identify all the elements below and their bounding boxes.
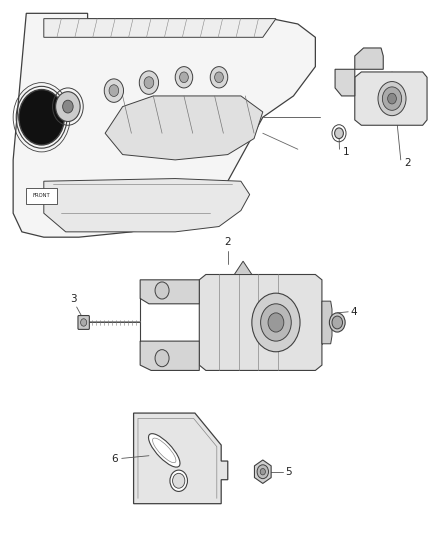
Circle shape bbox=[252, 293, 300, 352]
Circle shape bbox=[378, 82, 406, 116]
Circle shape bbox=[268, 313, 284, 332]
Circle shape bbox=[215, 72, 223, 83]
Circle shape bbox=[173, 473, 185, 488]
Circle shape bbox=[175, 67, 193, 88]
Polygon shape bbox=[13, 13, 315, 237]
Text: FRONT: FRONT bbox=[33, 193, 50, 198]
Circle shape bbox=[180, 72, 188, 83]
Text: 4: 4 bbox=[350, 307, 357, 317]
Text: 2: 2 bbox=[224, 237, 231, 247]
Circle shape bbox=[329, 313, 345, 332]
Text: 5: 5 bbox=[286, 467, 292, 477]
FancyBboxPatch shape bbox=[26, 188, 57, 204]
Polygon shape bbox=[254, 460, 271, 483]
Text: 6: 6 bbox=[111, 455, 117, 464]
Polygon shape bbox=[322, 301, 332, 344]
Circle shape bbox=[261, 304, 291, 341]
Circle shape bbox=[109, 85, 119, 96]
Circle shape bbox=[139, 71, 159, 94]
Circle shape bbox=[382, 87, 402, 110]
Polygon shape bbox=[234, 261, 252, 274]
Circle shape bbox=[104, 79, 124, 102]
Ellipse shape bbox=[148, 434, 180, 467]
Circle shape bbox=[155, 350, 169, 367]
Circle shape bbox=[332, 316, 343, 329]
Polygon shape bbox=[140, 341, 199, 370]
Circle shape bbox=[155, 282, 169, 299]
Polygon shape bbox=[134, 413, 228, 504]
Circle shape bbox=[335, 128, 343, 139]
Polygon shape bbox=[355, 72, 427, 125]
Circle shape bbox=[144, 77, 154, 88]
Polygon shape bbox=[199, 274, 322, 370]
Text: 1: 1 bbox=[343, 148, 350, 157]
Text: 2: 2 bbox=[404, 158, 410, 167]
Text: 3: 3 bbox=[70, 294, 77, 304]
Polygon shape bbox=[335, 69, 355, 96]
Circle shape bbox=[63, 100, 73, 113]
Polygon shape bbox=[44, 19, 276, 37]
Circle shape bbox=[19, 90, 64, 145]
Circle shape bbox=[388, 93, 396, 104]
Circle shape bbox=[260, 469, 265, 475]
Circle shape bbox=[257, 465, 268, 479]
Circle shape bbox=[170, 470, 187, 491]
FancyBboxPatch shape bbox=[78, 316, 89, 329]
Circle shape bbox=[81, 319, 87, 326]
Polygon shape bbox=[140, 280, 199, 304]
Polygon shape bbox=[355, 48, 383, 69]
Polygon shape bbox=[105, 96, 263, 160]
Circle shape bbox=[210, 67, 228, 88]
Circle shape bbox=[56, 92, 80, 122]
Polygon shape bbox=[44, 179, 250, 232]
